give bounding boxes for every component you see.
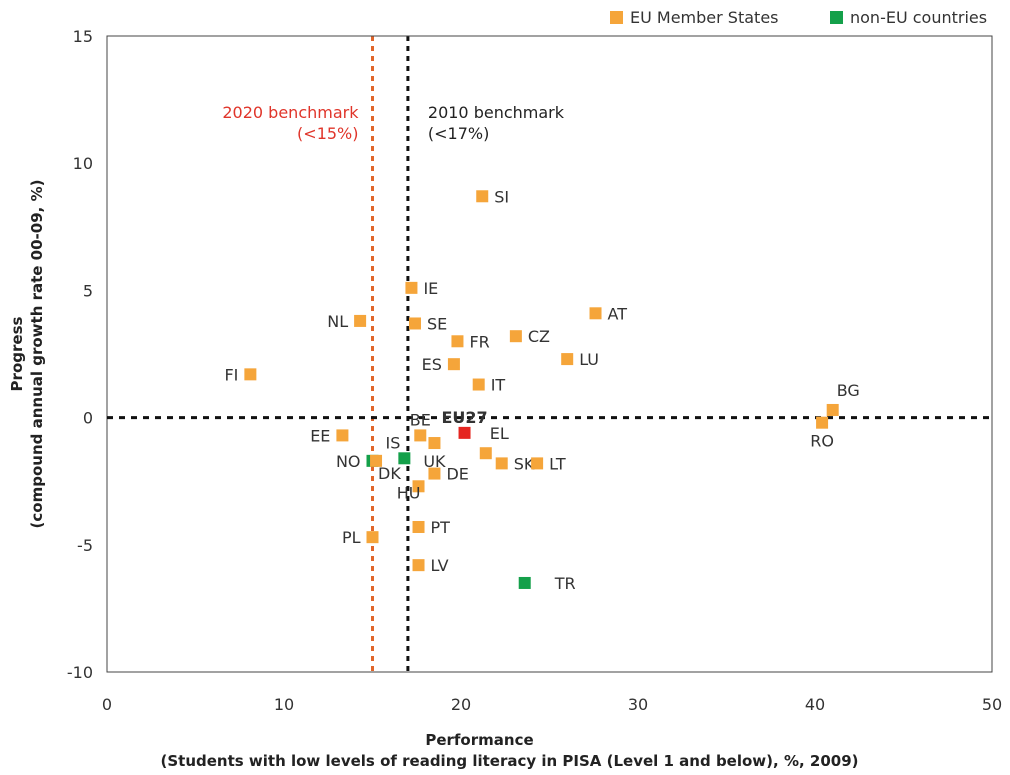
legend: EU Member States non-EU countries bbox=[610, 8, 987, 27]
data-point-sk bbox=[495, 457, 508, 470]
benchmark-threshold: (<17%) bbox=[428, 124, 489, 143]
x-tick-label: 50 bbox=[982, 695, 1002, 714]
y-axis-subtitle: (compound annual growth rate 00-09, %) bbox=[28, 180, 46, 529]
point-label: SI bbox=[494, 187, 509, 206]
data-point-dk bbox=[370, 454, 383, 467]
point-label: ES bbox=[422, 355, 442, 374]
point-label: LT bbox=[549, 454, 566, 473]
y-axis-ticks: 15 10 5 0 -5 -10 bbox=[67, 27, 93, 682]
plot-area bbox=[106, 35, 993, 673]
benchmark-lines: 2020 benchmark (<15%) 2010 benchmark (<17%) bbox=[222, 36, 565, 672]
data-point-ee bbox=[336, 429, 349, 442]
legend-swatch-non-eu bbox=[830, 11, 843, 24]
data-point-tr bbox=[518, 576, 531, 589]
data-point-pt bbox=[412, 520, 425, 533]
data-point-ie bbox=[405, 281, 418, 294]
y-tick-label: 10 bbox=[73, 154, 93, 173]
data-point-at bbox=[589, 307, 602, 320]
legend-swatch-eu bbox=[610, 11, 623, 24]
data-point-fr bbox=[451, 335, 464, 348]
y-tick-label: 15 bbox=[73, 27, 93, 46]
data-point-pl bbox=[366, 531, 379, 544]
data-point-se bbox=[408, 317, 421, 330]
x-tick-label: 0 bbox=[102, 695, 112, 714]
x-tick-label: 30 bbox=[628, 695, 648, 714]
point-label: FR bbox=[469, 332, 489, 351]
data-point-de bbox=[428, 467, 441, 480]
point-label: BE bbox=[410, 410, 431, 429]
x-tick-label: 10 bbox=[274, 695, 294, 714]
x-axis-subtitle: (Students with low levels of reading lit… bbox=[161, 752, 859, 770]
data-point-lu bbox=[561, 353, 574, 366]
data-point-si bbox=[476, 190, 489, 203]
point-label: NO bbox=[336, 452, 361, 471]
legend-label: EU Member States bbox=[630, 8, 779, 27]
point-label: AT bbox=[608, 304, 628, 323]
data-point-lt bbox=[531, 457, 544, 470]
point-label: TR bbox=[554, 574, 576, 593]
data-point-cz bbox=[509, 330, 522, 343]
data-point-bg bbox=[826, 403, 839, 416]
point-label: EE bbox=[310, 426, 330, 445]
x-tick-label: 20 bbox=[451, 695, 471, 714]
data-point-eu27 bbox=[458, 426, 471, 439]
point-label: DE bbox=[446, 465, 468, 484]
point-label: FI bbox=[224, 365, 238, 384]
data-point-be bbox=[414, 429, 427, 442]
y-tick-label: 5 bbox=[83, 281, 93, 300]
x-tick-label: 40 bbox=[805, 695, 825, 714]
point-label: PT bbox=[431, 518, 451, 537]
legend-label: non-EU countries bbox=[850, 8, 987, 27]
benchmark-label: 2020 benchmark bbox=[222, 103, 359, 122]
point-label: SE bbox=[427, 314, 447, 333]
data-point-hu bbox=[412, 480, 425, 493]
point-label: PL bbox=[342, 528, 361, 547]
data-point-is bbox=[398, 452, 411, 465]
point-label: IS bbox=[385, 433, 400, 452]
benchmark-label: 2010 benchmark bbox=[428, 103, 565, 122]
point-label: IE bbox=[423, 279, 438, 298]
y-tick-label: -5 bbox=[77, 536, 93, 555]
data-point-ro bbox=[816, 416, 829, 429]
data-point-el bbox=[479, 447, 492, 460]
point-label: CZ bbox=[528, 327, 550, 346]
point-label: LU bbox=[579, 350, 599, 369]
point-label: RO bbox=[810, 432, 834, 451]
benchmark-threshold: (<15%) bbox=[297, 124, 358, 143]
data-point-uk bbox=[428, 437, 441, 450]
point-label: DK bbox=[378, 464, 401, 483]
point-label: BG bbox=[837, 381, 860, 400]
point-label: HU bbox=[397, 483, 421, 502]
point-label: LV bbox=[431, 556, 449, 575]
data-point-es bbox=[447, 358, 460, 371]
point-label: SK bbox=[514, 454, 535, 473]
x-axis-title: Performance bbox=[425, 731, 533, 749]
y-axis-title-group: Progress (compound annual growth rate 00… bbox=[8, 180, 46, 529]
point-label: UK bbox=[423, 452, 446, 471]
data-point-it bbox=[472, 378, 485, 391]
data-point-lv bbox=[412, 559, 425, 572]
data-point-nl bbox=[354, 314, 367, 327]
point-label: EL bbox=[490, 424, 509, 443]
point-label: IT bbox=[491, 376, 506, 395]
x-axis-ticks: 0 10 20 30 40 50 bbox=[102, 695, 1002, 714]
point-label: EU27 bbox=[441, 408, 487, 427]
y-tick-label: 0 bbox=[83, 409, 93, 428]
data-point-fi bbox=[244, 368, 257, 381]
point-label: NL bbox=[327, 312, 348, 331]
y-tick-label: -10 bbox=[67, 663, 93, 682]
data-points: SI IE NL SE AT CZ FR LU ES FI IT BG RO EU27 EE BE IS UK EL… bbox=[224, 187, 859, 593]
y-axis-title: Progress bbox=[8, 317, 26, 392]
